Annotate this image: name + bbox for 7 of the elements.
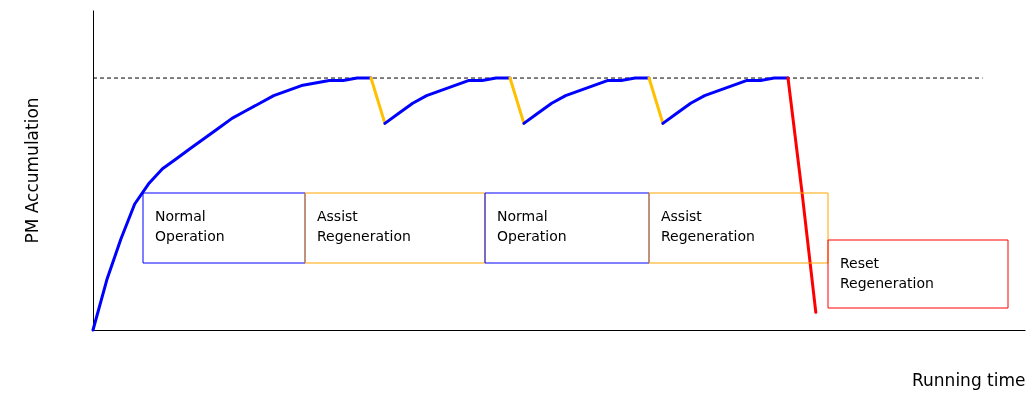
annotation: Normal Operation (155, 208, 225, 244)
annotation: Assist Regeneration (661, 208, 755, 244)
annotation: Normal Operation (497, 208, 567, 244)
annotation: Assist Regeneration (317, 208, 411, 244)
annotation: Reset Regeneration (840, 255, 934, 291)
y-axis-title: PM Accumulation (21, 97, 42, 244)
x-axis-title: Running time (912, 369, 1026, 390)
